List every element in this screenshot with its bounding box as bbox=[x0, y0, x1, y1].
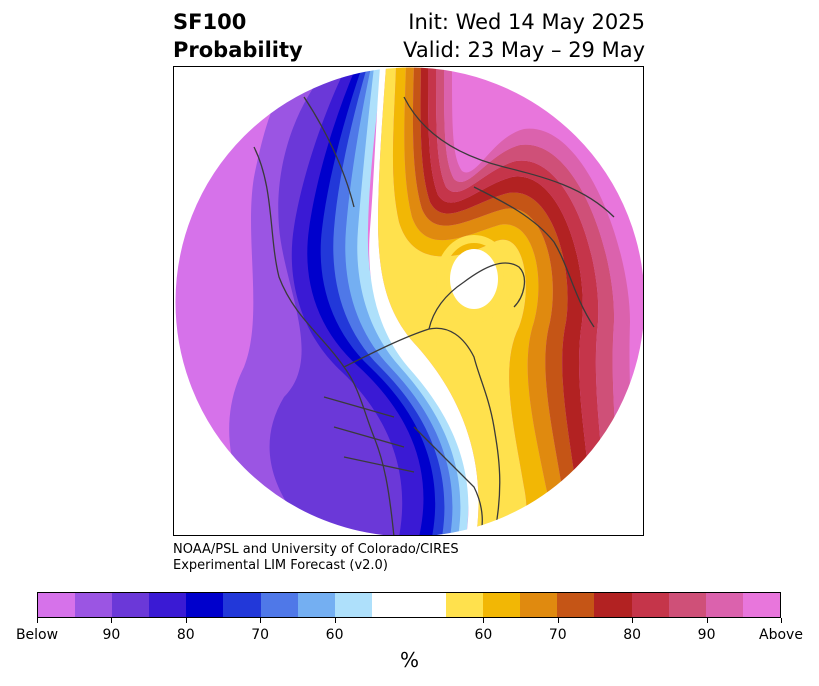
colorbar-tick-label: Above bbox=[759, 627, 803, 643]
above-band-near bbox=[378, 67, 527, 535]
below-band-33 bbox=[345, 67, 463, 535]
colorbar-unit: % bbox=[399, 648, 419, 672]
credit-line-1: NOAA/PSL and University of Colorado/CIRE… bbox=[173, 542, 459, 557]
colorbar-tick-label: 70 bbox=[548, 627, 567, 643]
colorbar-tick-label: Below bbox=[15, 627, 59, 643]
colorbar-swatch bbox=[260, 593, 298, 617]
colorbar-swatch bbox=[408, 593, 447, 617]
colorbar-tick-mark bbox=[260, 618, 262, 623]
colorbar-swatch bbox=[705, 593, 743, 617]
colorbar-swatch bbox=[149, 593, 187, 617]
product-name: Probability bbox=[173, 38, 303, 62]
colorbar-tick-mark bbox=[111, 618, 113, 623]
colorbar-swatch bbox=[483, 593, 521, 617]
colorbar bbox=[37, 592, 781, 618]
colorbar-tick-label: 80 bbox=[176, 627, 195, 643]
colorbar-swatch bbox=[75, 593, 113, 617]
above-band-95 bbox=[444, 67, 634, 535]
valid-range: Valid: 23 May – 29 May bbox=[403, 38, 645, 62]
colorbar-tick-mark bbox=[185, 618, 187, 623]
colorbar-swatch bbox=[594, 593, 632, 617]
colorbar-tick-mark bbox=[483, 618, 485, 623]
colorbar-tick-label: 60 bbox=[325, 627, 344, 643]
variable-name: SF100 bbox=[173, 10, 247, 34]
colorbar-swatch bbox=[112, 593, 150, 617]
below-band-near bbox=[357, 67, 469, 535]
above-band-80 bbox=[428, 67, 605, 535]
colorbar-swatch bbox=[371, 593, 409, 617]
below-band-40 bbox=[333, 67, 458, 535]
colorbar-tick-mark bbox=[37, 618, 38, 623]
above-band-90 bbox=[436, 67, 619, 535]
colorbar-swatch bbox=[668, 593, 706, 617]
init-date: Init: Wed 14 May 2025 bbox=[408, 10, 645, 34]
colorbar-tick-mark bbox=[632, 618, 634, 623]
colorbar-tick-label: 90 bbox=[697, 627, 716, 643]
colorbar-tick-mark bbox=[557, 618, 559, 623]
colorbar-tick-mark bbox=[706, 618, 708, 623]
colorbar-swatch bbox=[631, 593, 669, 617]
colorbar-swatch bbox=[742, 593, 780, 617]
colorbar-tick-mark bbox=[781, 618, 782, 623]
colorbar-swatch bbox=[446, 593, 484, 617]
coastlines bbox=[253, 96, 615, 535]
colorbar-swatch bbox=[38, 593, 76, 617]
colorbar-tick-label: 90 bbox=[102, 627, 121, 643]
credit-line-2: Experimental LIM Forecast (v2.0) bbox=[173, 558, 388, 573]
below-band-50 bbox=[320, 67, 452, 535]
colorbar-tick-mark bbox=[334, 618, 336, 623]
pocket-ring bbox=[436, 235, 512, 323]
above-band-50 bbox=[404, 67, 565, 535]
title-right: Init: Wed 14 May 2025 Valid: 23 May – 29… bbox=[403, 8, 645, 64]
map-panel bbox=[173, 66, 644, 536]
colorbar-tick-label: 80 bbox=[623, 627, 642, 643]
title-left: SF100 Probability bbox=[173, 8, 303, 64]
neutral-pocket bbox=[450, 249, 498, 309]
above-band-40 bbox=[392, 67, 550, 535]
colorbar-swatch bbox=[520, 593, 558, 617]
colorbar-swatch bbox=[334, 593, 372, 617]
colorbar-swatch bbox=[223, 593, 261, 617]
colorbar-tick-label: 60 bbox=[474, 627, 493, 643]
colorbar-swatch bbox=[297, 593, 335, 617]
credit: NOAA/PSL and University of Colorado/CIRE… bbox=[173, 542, 459, 574]
probability-map bbox=[174, 67, 643, 535]
colorbar-tick-label: 70 bbox=[251, 627, 270, 643]
colorbar-swatch bbox=[557, 593, 595, 617]
neutral-corridor bbox=[369, 67, 479, 535]
colorbar-swatch bbox=[186, 593, 224, 617]
